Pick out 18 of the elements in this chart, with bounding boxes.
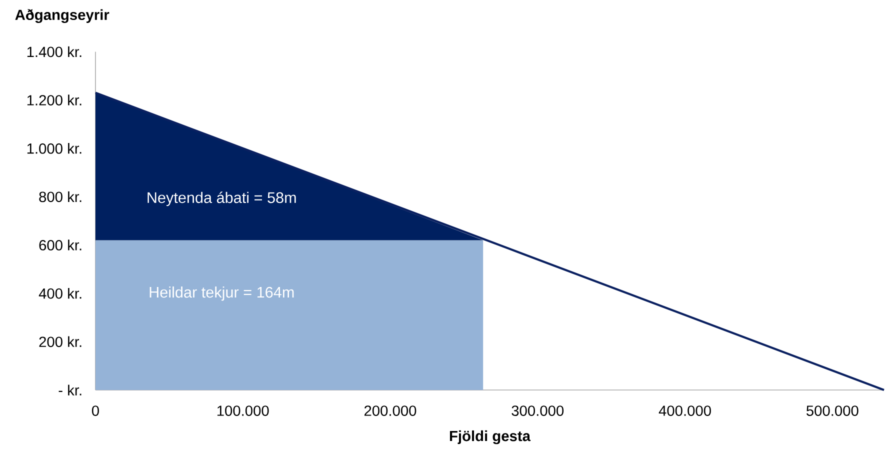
- y-tick-label: 1.200 kr.: [27, 94, 82, 106]
- x-tick-label: 100.000: [217, 406, 269, 416]
- x-tick-label: 200.000: [364, 406, 416, 416]
- y-tick-label: 1.000 kr.: [27, 143, 82, 154]
- x-tick-label: 400.000: [658, 406, 711, 416]
- y-tick-label: 200 kr.: [39, 336, 82, 348]
- y-tick-label: 800 kr.: [39, 191, 82, 202]
- x-axis-title: Fjöldi gesta: [450, 430, 531, 444]
- x-tick-label: 0: [92, 406, 99, 416]
- annotation: Heildar tekjur = 164m: [150, 286, 294, 301]
- annotation: Neytenda ábati = 58m: [148, 192, 296, 206]
- x-tick-label: 500.000: [806, 406, 858, 416]
- y-axis-title: Aðgangseyrir: [15, 9, 110, 24]
- y-tick-label: 600 kr.: [39, 240, 82, 250]
- y-tick-label: 1.400 kr.: [27, 46, 82, 58]
- x-tick-label: 300.000: [512, 406, 564, 416]
- y-tick-label: - kr.: [58, 384, 82, 396]
- y-tick-label: 400 kr.: [38, 288, 82, 299]
